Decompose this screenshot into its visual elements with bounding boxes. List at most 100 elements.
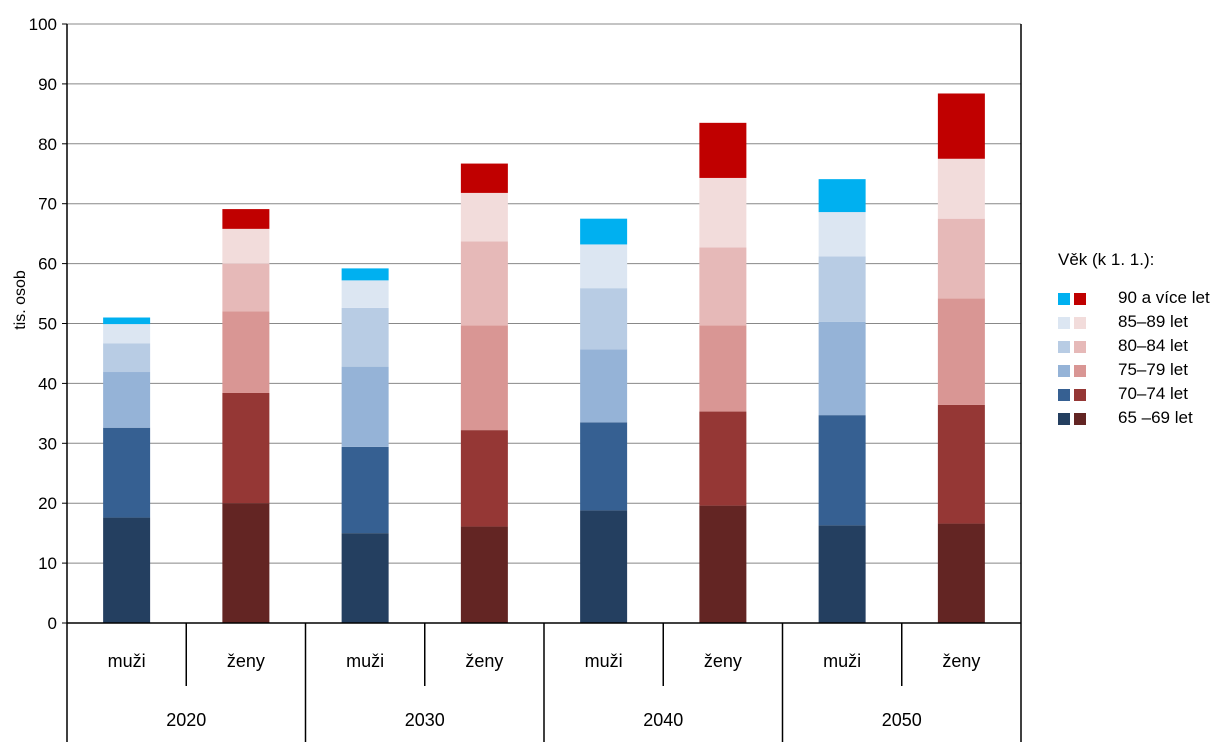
bar-segment — [103, 343, 151, 373]
bar-segment — [699, 247, 747, 326]
bar-segment — [103, 324, 151, 344]
bar-segment — [580, 288, 628, 350]
y-tick-label: 100 — [29, 15, 57, 34]
gridlines — [67, 23, 1021, 564]
bar-segment — [818, 321, 866, 416]
legend-label: 90 a více let — [1118, 288, 1210, 307]
legend-swatch-female — [1074, 341, 1086, 353]
category-label: ženy — [465, 651, 503, 671]
stacked-bar — [222, 209, 270, 623]
bar-segment — [580, 244, 628, 289]
bar-segment — [937, 158, 985, 219]
bar-segment — [222, 228, 270, 264]
category-label: ženy — [704, 651, 742, 671]
y-tick-label: 60 — [38, 255, 57, 274]
legend-label: 75–79 let — [1118, 360, 1188, 379]
bar-segment — [937, 298, 985, 405]
legend-title: Věk (k 1. 1.): — [1058, 250, 1155, 269]
bar-segment — [699, 411, 747, 506]
bar-segment — [460, 163, 508, 193]
year-label: 2030 — [405, 710, 445, 730]
bar-segment — [222, 392, 270, 504]
stacked-bar — [818, 179, 866, 623]
stacked-bar — [699, 122, 747, 623]
bar-segment — [580, 218, 628, 245]
bar-segment — [937, 404, 985, 524]
bar-segment — [222, 311, 270, 393]
legend-swatch-male — [1058, 389, 1070, 401]
bar-segment — [580, 422, 628, 511]
category-axis: muži ženy 2020 muži ženy 2030 muži ženy 2040 muži… — [108, 623, 980, 742]
legend-label: 80–84 let — [1118, 336, 1188, 355]
bar-segment — [341, 533, 389, 623]
bar-segment — [222, 503, 270, 623]
bar-segment — [460, 325, 508, 431]
legend-swatch-female — [1074, 413, 1086, 425]
y-tick-label: 80 — [38, 135, 57, 154]
legend-label: 70–74 let — [1118, 384, 1188, 403]
bar-segment — [341, 268, 389, 281]
y-axis-ticks: 0 10 20 30 40 50 60 70 80 90 100 — [29, 15, 67, 633]
stacked-bar — [460, 163, 508, 623]
bar-segment — [699, 122, 747, 178]
legend-swatch-male — [1058, 293, 1070, 305]
category-label: muži — [346, 651, 384, 671]
bar-segment — [103, 372, 151, 428]
bar-segment — [103, 317, 151, 325]
bar-segment — [222, 209, 270, 229]
bar-segment — [341, 280, 389, 308]
legend-label: 85–89 let — [1118, 312, 1188, 331]
bar-segment — [460, 526, 508, 623]
legend-entries: 90 a více let 85–89 let 80–84 let 75–79 let… — [1058, 288, 1232, 432]
bar-segment — [818, 212, 866, 257]
category-label: ženy — [942, 651, 980, 671]
year-label: 2020 — [166, 710, 206, 730]
legend-entry: 90 a více let — [1058, 288, 1232, 312]
y-tick-label: 20 — [38, 494, 57, 513]
bar-segment — [460, 192, 508, 242]
bar-segment — [818, 415, 866, 526]
y-tick-label: 70 — [38, 195, 57, 214]
bar-segment — [222, 263, 270, 312]
legend-entry: 85–89 let — [1058, 312, 1232, 336]
category-label: muži — [585, 651, 623, 671]
y-tick-label: 90 — [38, 75, 57, 94]
legend-swatch-male — [1058, 341, 1070, 353]
legend: Věk (k 1. 1.): 90 a více let 85–89 let 80–… — [1058, 250, 1232, 432]
stacked-bar — [580, 218, 628, 623]
bar-segment — [460, 430, 508, 527]
bar-segment — [580, 510, 628, 623]
legend-label: 65 –69 let — [1118, 408, 1193, 427]
bar-segment — [341, 446, 389, 534]
bar-segment — [341, 366, 389, 447]
bar-segment — [937, 218, 985, 299]
legend-swatch-male — [1058, 317, 1070, 329]
legend-swatch-male — [1058, 365, 1070, 377]
category-label: ženy — [227, 651, 265, 671]
legend-swatch-female — [1074, 389, 1086, 401]
year-label: 2040 — [643, 710, 683, 730]
legend-entry: 80–84 let — [1058, 336, 1232, 360]
y-tick-label: 10 — [38, 554, 57, 573]
legend-swatch-female — [1074, 317, 1086, 329]
stacked-bar — [103, 317, 151, 623]
bar-segment — [818, 256, 866, 322]
stacked-bar — [937, 93, 985, 623]
y-tick-label: 0 — [48, 614, 57, 633]
bar-segment — [341, 307, 389, 367]
bar-segment — [580, 349, 628, 423]
bar-segment — [699, 177, 747, 248]
legend-entry: 65 –69 let — [1058, 408, 1232, 432]
stacked-bar — [341, 268, 389, 623]
y-tick-label: 40 — [38, 374, 57, 393]
y-tick-label: 50 — [38, 315, 57, 334]
bars — [103, 93, 985, 623]
legend-entry: 75–79 let — [1058, 360, 1232, 384]
bar-segment — [818, 179, 866, 213]
legend-entry: 70–74 let — [1058, 384, 1232, 408]
bar-segment — [937, 523, 985, 623]
bar-segment — [937, 93, 985, 159]
legend-swatch-female — [1074, 293, 1086, 305]
category-label: muži — [823, 651, 861, 671]
